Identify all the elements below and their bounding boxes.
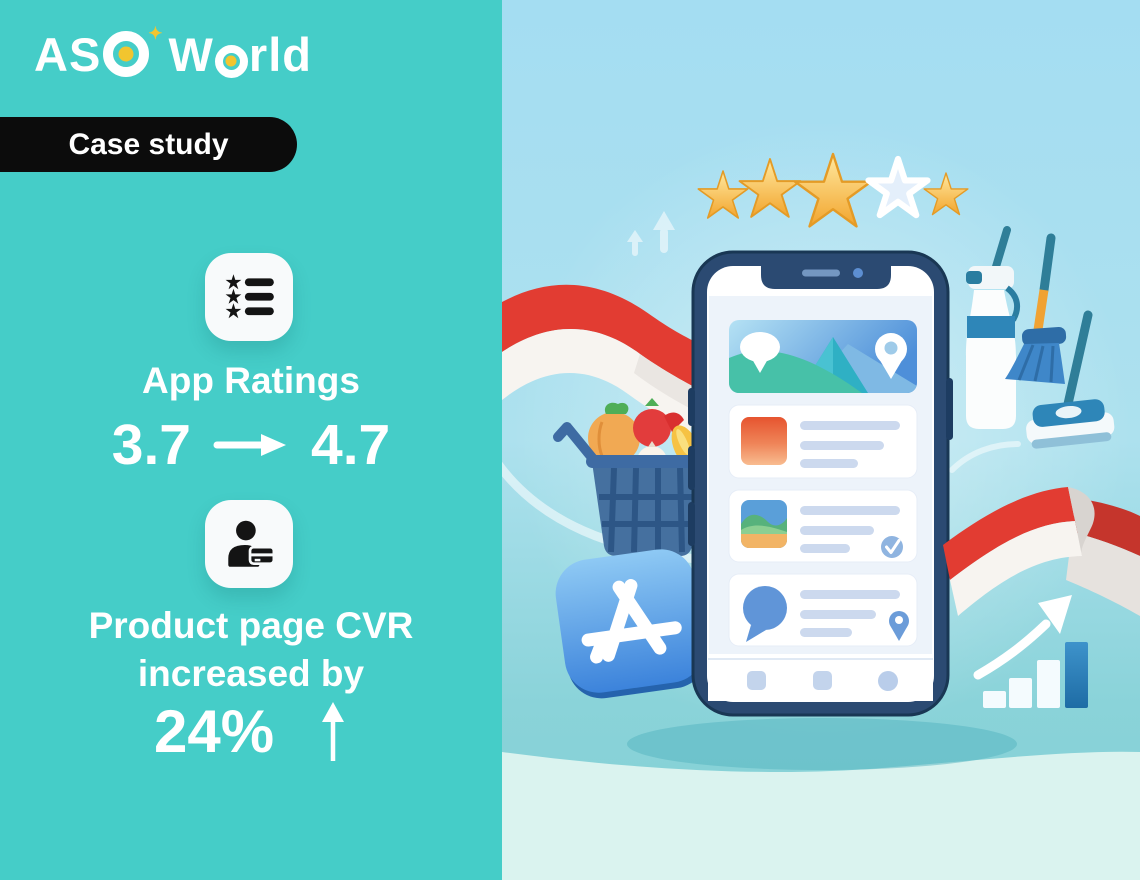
mop-icon [1026,310,1115,449]
ribbon-left [502,284,708,432]
illustration [502,0,1140,880]
chat-bubble-tail [752,359,768,373]
tab-icon [747,671,766,690]
map-pin-icon [875,333,907,379]
up-arrow-large-icon [653,211,675,253]
broom-icon [1005,233,1067,384]
ground-swoosh [502,751,1140,880]
phone-notch [761,266,891,289]
phone-shadow [627,718,1017,770]
speaker-icon [802,269,840,277]
phone-side-button [946,378,953,440]
camera-icon [853,268,863,278]
text-line [800,526,874,535]
cleaning-tools [966,226,1115,449]
spray-bottle-icon [966,226,1021,429]
text-line [800,628,852,637]
white-wisp [949,441,1021,473]
arrow-right-icon [213,434,286,456]
logo-sparkle-icon: ✦ [148,24,164,43]
cvr-label: Product page CVR increased by [0,602,502,698]
list-card [728,404,918,479]
check-badge-icon [881,536,903,558]
thumbnail [741,417,787,465]
logo-o-ring-icon [214,44,248,78]
rating-from: 3.7 [111,413,191,477]
list-card [728,573,918,647]
text-line [800,441,884,450]
chart-arrow-head [1038,595,1072,634]
phone-side-button [688,388,695,426]
ribbon-right [943,487,1140,616]
cvr-icon-card [205,500,293,588]
text-line [800,610,876,619]
phone-mockup [688,250,953,717]
text-line [800,590,900,599]
cvr-value: 24% [153,698,275,765]
ratings-change: 3.7 4.7 [0,412,502,478]
growth-arrows [627,211,675,256]
tab-icon [813,671,832,690]
logo-text-as: AS [34,27,102,81]
cvr-label-line1: Product page CVR [88,605,414,646]
map-pin-icon [889,611,909,641]
up-arrow-small-icon [627,230,643,256]
phone-side-button [688,446,695,490]
customer-card-icon [228,520,276,567]
cvr-label-line2: increased by [137,653,365,694]
text-line [800,459,858,468]
logo-o-ring-icon [103,31,150,77]
rating-to: 4.7 [311,413,391,477]
logo-text-rld: rld [248,27,312,81]
ratings-label: App Ratings [142,360,360,401]
ratings-icon-card [205,253,293,341]
list-card [728,489,918,563]
cvr-value-row: 24% [0,700,502,764]
text-line [800,421,900,430]
tab-icon [878,671,898,691]
tab-bar [708,658,933,701]
case-study-badge: Case study [0,117,297,172]
phone-side-button [688,502,695,546]
hero-banner-card [729,320,917,393]
star-list-icon [225,274,274,319]
case-study-badge-label: Case study [68,127,229,161]
logo-o-dot-icon [118,46,134,62]
text-line [800,506,900,515]
app-store-icon [555,549,707,699]
growth-chart-icon [973,595,1088,708]
chat-bubble-icon [743,586,787,642]
text-line [800,544,850,553]
thumbnail [741,500,787,548]
logo-text-w: W [168,27,214,81]
chat-bubble-icon [740,332,780,362]
logo-o-dot-icon [225,55,237,67]
arrow-up-icon [322,702,345,761]
